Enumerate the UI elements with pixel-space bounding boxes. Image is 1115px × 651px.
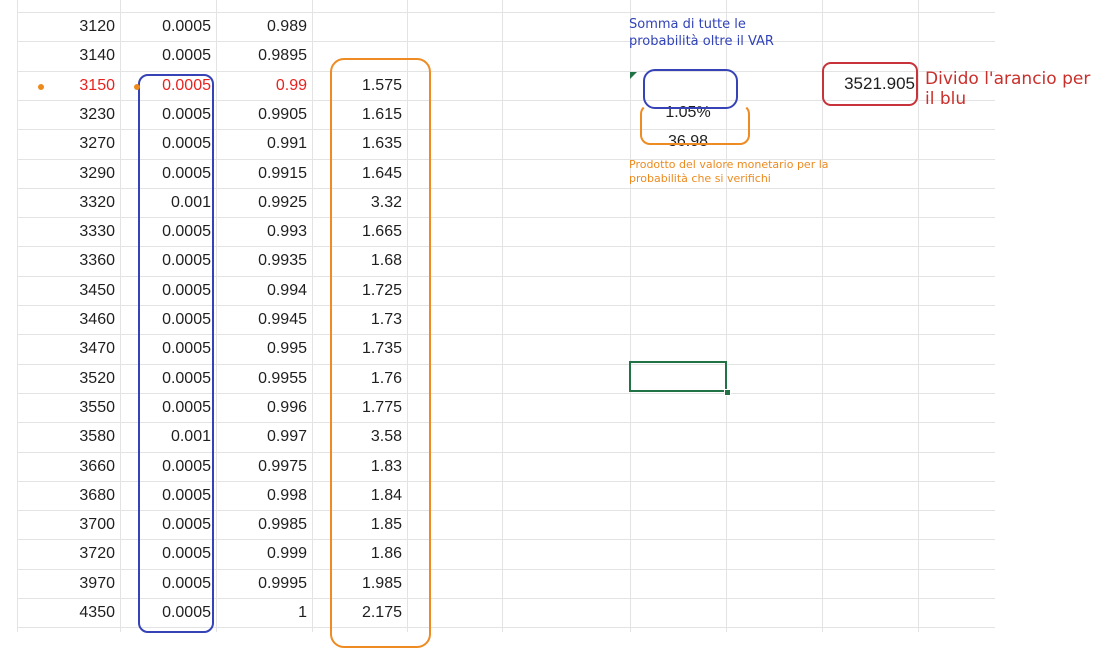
table-cell-c[interactable]: 0.995 [216, 334, 312, 363]
table-cell-c[interactable]: 0.9925 [216, 188, 312, 217]
table-cell-c[interactable]: 0.993 [216, 217, 312, 246]
table-cell-c[interactable]: 0.9995 [216, 569, 312, 598]
table-cell-a[interactable]: 3140 [17, 41, 120, 70]
table-cell-c[interactable]: 0.9895 [216, 41, 312, 70]
table-cell-b[interactable]: 0.0005 [120, 41, 216, 70]
table-cell-c[interactable]: 0.9945 [216, 305, 312, 334]
blue-note: Somma di tutte le probabilità oltre il V… [629, 16, 774, 50]
orange-highlight-box [330, 58, 431, 648]
table-cell-a[interactable]: 3120 [17, 12, 120, 41]
table-cell-a[interactable]: 3360 [17, 246, 120, 275]
table-cell-c[interactable]: 0.9905 [216, 100, 312, 129]
table-cell-a[interactable]: 4350 [17, 598, 120, 627]
table-cell-a[interactable]: 3150 [17, 71, 120, 100]
table-cell-c[interactable]: 0.991 [216, 129, 312, 158]
table-cell-c[interactable]: 0.996 [216, 393, 312, 422]
ink-dot [134, 84, 140, 90]
table-cell-a[interactable]: 3320 [17, 188, 120, 217]
table-cell-a[interactable]: 3470 [17, 334, 120, 363]
table-cell-a[interactable]: 3330 [17, 217, 120, 246]
red-result-box [822, 62, 918, 106]
orange-product-box [640, 104, 750, 145]
table-cell-a[interactable]: 3660 [17, 452, 120, 481]
table-cell-a[interactable]: 3550 [17, 393, 120, 422]
table-cell-c[interactable]: 0.9935 [216, 246, 312, 275]
selected-cell[interactable] [629, 361, 727, 392]
blue-highlight-box [138, 74, 214, 633]
comment-indicator [630, 72, 637, 79]
table-cell-c[interactable]: 0.9985 [216, 510, 312, 539]
blue-sum-box [643, 69, 738, 109]
table-cell-c[interactable]: 1 [216, 598, 312, 627]
ink-dot [38, 84, 44, 90]
table-cell-a[interactable]: 3230 [17, 100, 120, 129]
table-cell-c[interactable]: 0.997 [216, 422, 312, 451]
table-cell-c[interactable]: 0.99 [216, 71, 312, 100]
table-cell-a[interactable]: 3720 [17, 539, 120, 568]
column-divider [502, 0, 503, 632]
column-divider [630, 0, 631, 632]
table-cell-a[interactable]: 3520 [17, 364, 120, 393]
orange-note: Prodotto del valore monetario per la pro… [629, 158, 829, 186]
table-cell-c[interactable]: 0.998 [216, 481, 312, 510]
table-cell-a[interactable]: 3680 [17, 481, 120, 510]
table-cell-a[interactable]: 3270 [17, 129, 120, 158]
table-cell-a[interactable]: 3460 [17, 305, 120, 334]
table-cell-a[interactable]: 3450 [17, 276, 120, 305]
table-cell-b[interactable]: 0.0005 [120, 12, 216, 41]
fill-handle[interactable] [724, 389, 731, 396]
table-cell-a[interactable]: 3970 [17, 569, 120, 598]
table-cell-c[interactable]: 0.994 [216, 276, 312, 305]
table-cell-c[interactable]: 0.989 [216, 12, 312, 41]
table-cell-c[interactable]: 0.9975 [216, 452, 312, 481]
table-cell-a[interactable]: 3580 [17, 422, 120, 451]
table-cell-d[interactable] [312, 12, 407, 41]
red-note: Divido l'arancio per il blu [925, 69, 1090, 109]
table-cell-c[interactable]: 0.9955 [216, 364, 312, 393]
table-cell-a[interactable]: 3290 [17, 159, 120, 188]
table-cell-c[interactable]: 0.999 [216, 539, 312, 568]
table-cell-c[interactable]: 0.9915 [216, 159, 312, 188]
table-cell-a[interactable]: 3700 [17, 510, 120, 539]
